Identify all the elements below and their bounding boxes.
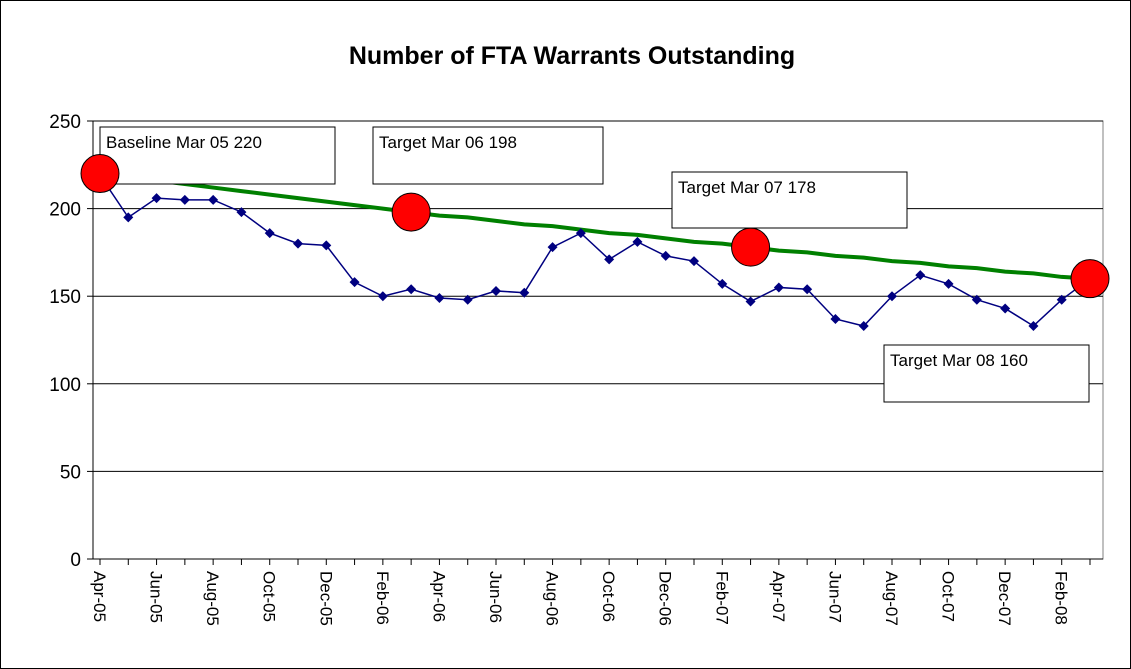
data-point: [802, 284, 813, 295]
x-tick-label: Dec-06: [656, 571, 675, 626]
x-tick-label: Aug-07: [882, 571, 901, 626]
data-point: [377, 291, 388, 302]
data-point: [349, 277, 360, 288]
data-point: [887, 291, 897, 302]
data-point: [1000, 303, 1011, 314]
data-point: [773, 282, 784, 293]
annotation-box: [99, 126, 336, 185]
data-point: [519, 287, 530, 298]
data-point: [575, 228, 586, 239]
target-marker: [391, 192, 431, 232]
y-tick-label: 150: [49, 287, 81, 308]
data-point: [179, 194, 190, 205]
target-marker: [1070, 259, 1110, 299]
data-point: [293, 238, 303, 249]
annotation-text: Baseline Mar 05 220: [106, 133, 262, 152]
series-line: [99, 174, 1091, 327]
data-point: [915, 270, 926, 281]
x-tick-label: Jun-06: [486, 571, 505, 623]
series-line: [99, 171, 1091, 281]
data-point: [406, 284, 417, 295]
x-tick-label: Dec-07: [995, 571, 1014, 626]
data-point: [830, 313, 841, 324]
data-point: [943, 278, 954, 289]
x-tick-label: Jun-07: [825, 571, 844, 623]
x-tick-label: Apr-06: [429, 571, 448, 622]
y-tick-label: 250: [49, 112, 81, 133]
target-marker: [80, 154, 120, 194]
annotation-box: [372, 126, 604, 185]
plot-area: [92, 120, 1104, 560]
data-point: [434, 292, 445, 303]
data-point: [632, 236, 643, 247]
data-point: [123, 212, 134, 223]
data-point: [208, 194, 219, 205]
target-marker: [731, 227, 771, 267]
y-tick-label: 50: [60, 462, 81, 483]
data-point: [491, 285, 501, 296]
x-tick-label: Feb-07: [712, 571, 731, 625]
y-tick-label: 200: [49, 200, 81, 221]
data-point: [236, 207, 247, 218]
x-tick-label: Oct-06: [599, 571, 618, 622]
x-tick-label: Aug-05: [203, 571, 222, 626]
data-point: [689, 256, 699, 267]
data-point: [1028, 320, 1039, 331]
x-tick-label: Feb-08: [1052, 571, 1071, 625]
annotation-text: Target Mar 07 178: [678, 178, 816, 197]
annotation-box: [671, 171, 908, 229]
annotation-text: Target Mar 06 198: [379, 133, 517, 152]
data-point: [151, 193, 162, 204]
data-point: [264, 228, 275, 239]
data-point: [971, 294, 982, 305]
x-tick-label: Apr-07: [769, 571, 788, 622]
data-point: [462, 294, 473, 305]
data-point: [717, 278, 728, 289]
chart-title: Number of FTA Warrants Outstanding: [349, 42, 795, 70]
x-tick-label: Dec-05: [316, 571, 335, 626]
data-point: [604, 254, 615, 265]
data-point: [660, 250, 671, 261]
data-point: [547, 242, 558, 253]
x-tick-label: Oct-05: [260, 571, 279, 622]
x-tick-label: Apr-05: [90, 571, 109, 622]
data-point: [858, 320, 869, 331]
annotation-box: [883, 344, 1090, 403]
annotation-text: Target Mar 08 160: [890, 351, 1028, 370]
data-point: [745, 296, 756, 307]
x-tick-label: Feb-06: [373, 571, 392, 625]
x-tick-label: Oct-07: [939, 571, 958, 622]
data-point: [321, 240, 332, 251]
y-tick-label: 0: [70, 550, 81, 571]
x-tick-label: Jun-05: [147, 571, 166, 623]
data-point: [1056, 294, 1067, 305]
y-tick-label: 100: [49, 375, 81, 396]
x-tick-label: Aug-06: [543, 571, 562, 626]
